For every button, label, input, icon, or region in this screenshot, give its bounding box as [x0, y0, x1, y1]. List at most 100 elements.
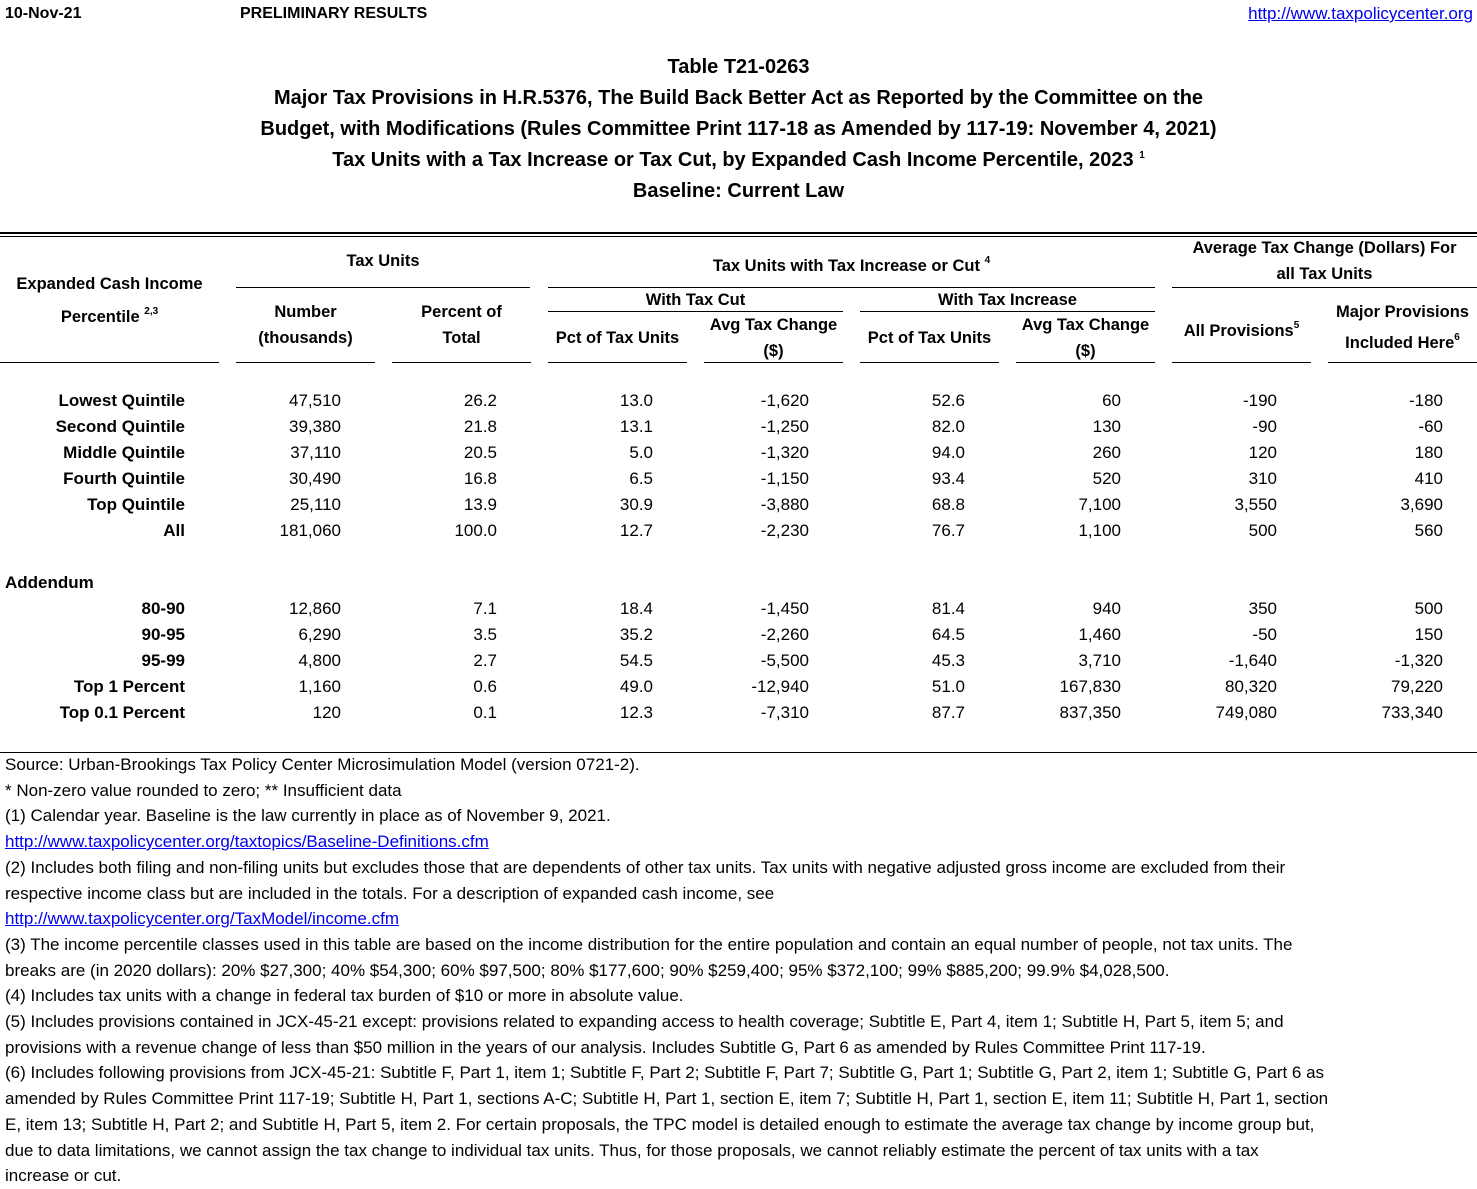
col-header-text: All Provisions	[1183, 322, 1294, 340]
table-cell: 350	[1248, 599, 1277, 618]
table-cell: 0.6	[473, 677, 497, 696]
table-cell: 410	[1414, 469, 1443, 488]
col-header-text: Average Tax Change (Dollars) For	[1192, 239, 1457, 257]
row-label: All	[163, 521, 185, 540]
table-cell: 64.5	[931, 625, 965, 644]
col-group-increase-cut: Tax Units with Tax Increase or Cut 4	[548, 248, 1155, 279]
footnote-line: (3) The income percentile classes used i…	[5, 934, 1293, 954]
col-header-percentile: Expanded Cash Income Percentile 2,3	[0, 271, 219, 330]
footnote-link[interactable]: http://www.taxpolicycenter.org/taxtopics…	[5, 832, 489, 852]
table-cell: 0.1	[473, 703, 497, 722]
table-cell: 130	[1092, 417, 1121, 436]
table-cell: 54.5	[619, 651, 653, 670]
table-cell: 6,290	[298, 625, 341, 644]
divider	[704, 362, 843, 363]
divider	[548, 362, 687, 363]
row-label: 95-99	[141, 651, 185, 670]
col-group-with-tax-cut: With Tax Cut	[645, 291, 746, 309]
table-cell: 560	[1414, 521, 1443, 540]
divider	[1328, 362, 1477, 363]
col-header-all-provisions: All Provisions5	[1172, 313, 1311, 344]
col-header-text: Percent of	[421, 303, 502, 321]
table-cell: 49.0	[619, 677, 653, 696]
table-cell: 3.5	[473, 625, 497, 644]
footnote-link[interactable]: http://www.taxpolicycenter.org/TaxModel/…	[5, 909, 399, 929]
table-cell: 13.9	[463, 495, 497, 514]
col-header-text: ($)	[1075, 342, 1096, 360]
table-cell: 5.0	[629, 443, 653, 462]
table-cell: 1,100	[1078, 521, 1121, 540]
divider	[0, 232, 1477, 234]
col-header-text: ($)	[763, 342, 784, 360]
table-cell: 180	[1414, 443, 1443, 462]
col-header-number: Number (thousands)	[236, 299, 375, 351]
footnote-ref: 6	[1454, 332, 1460, 343]
table-cell: 16.8	[463, 469, 497, 488]
addendum-label: Addendum	[5, 573, 94, 592]
row-label: 90-95	[141, 625, 185, 644]
table-cell: 12,860	[289, 599, 341, 618]
site-link[interactable]: http://www.taxpolicycenter.org	[1248, 4, 1473, 23]
table-cell: 60	[1102, 391, 1121, 410]
table-cell: 21.8	[463, 417, 497, 436]
table-id: Table T21-0263	[667, 56, 810, 78]
table-cell: -1,320	[1394, 651, 1443, 670]
col-header-text: Tax Units with Tax Increase or Cut	[712, 257, 980, 275]
status-label: PRELIMINARY RESULTS	[240, 5, 428, 22]
col-header-text: Major Provisions	[1336, 303, 1469, 321]
col-header-text: Number	[274, 303, 337, 321]
col-header-text: Avg Tax Change	[709, 316, 838, 334]
table-cell: 120	[312, 703, 341, 722]
report-date: 10-Nov-21	[5, 5, 82, 22]
table-cell: 7,100	[1078, 495, 1121, 514]
footnote-ref: 2,3	[144, 306, 159, 317]
row-label: Lowest Quintile	[58, 391, 185, 410]
divider	[860, 362, 999, 363]
table-cell: 150	[1414, 625, 1443, 644]
table-cell: -1,320	[760, 443, 809, 462]
table-cell: 500	[1248, 521, 1277, 540]
table-cell: -1,250	[760, 417, 809, 436]
row-label: Second Quintile	[55, 417, 185, 436]
row-label: 80-90	[141, 599, 185, 618]
title-line-2: Budget, with Modifications (Rules Commit…	[260, 118, 1217, 140]
table-cell: -12,940	[751, 677, 809, 696]
divider	[1172, 287, 1477, 288]
table-cell: 20.5	[463, 443, 497, 462]
table-cell: 181,060	[279, 521, 341, 540]
table-cell: 18.4	[619, 599, 653, 618]
table-cell: 3,550	[1234, 495, 1277, 514]
col-group-average-change: Average Tax Change (Dollars) For all Tax…	[1172, 235, 1477, 287]
table-cell: 47,510	[289, 391, 341, 410]
divider	[1172, 362, 1311, 363]
divider	[0, 362, 219, 363]
table-cell: 6.5	[629, 469, 653, 488]
table-cell: 100.0	[454, 521, 497, 540]
col-header-increase-pct: Pct of Tax Units	[867, 329, 992, 347]
divider	[0, 752, 1477, 753]
table-cell: 1,160	[298, 677, 341, 696]
table-cell: 37,110	[290, 443, 341, 462]
col-header-text: Included Here	[1345, 334, 1455, 352]
table-cell: 749,080	[1215, 703, 1277, 722]
col-header-text: all Tax Units	[1276, 265, 1373, 283]
row-label: Fourth Quintile	[63, 469, 185, 488]
title-line-3-text: Tax Units with a Tax Increase or Tax Cut…	[332, 149, 1134, 171]
divider	[0, 236, 1477, 237]
table-cell: 733,340	[1381, 703, 1443, 722]
table-cell: 940	[1092, 599, 1121, 618]
divider	[236, 362, 375, 363]
footnote-line: amended by Rules Committee Print 117-19;…	[5, 1089, 1329, 1109]
table-cell: 93.4	[931, 469, 965, 488]
footnote-ref: 5	[1293, 320, 1300, 331]
table-cell: -2,230	[760, 521, 809, 540]
col-header-major-provisions: Major Provisions Included Here6	[1328, 299, 1477, 356]
col-header-text: Total	[442, 329, 481, 347]
footnote-line: (5) Includes provisions contained in JCX…	[5, 1012, 1284, 1031]
table-cell: 82.0	[931, 417, 965, 436]
footnote-line: Source: Urban-Brookings Tax Policy Cente…	[5, 755, 640, 774]
table-cell: -5,500	[760, 651, 809, 670]
col-header-increase-avg: Avg Tax Change ($)	[1016, 312, 1155, 364]
table-cell: 520	[1092, 469, 1121, 488]
divider	[236, 287, 530, 288]
